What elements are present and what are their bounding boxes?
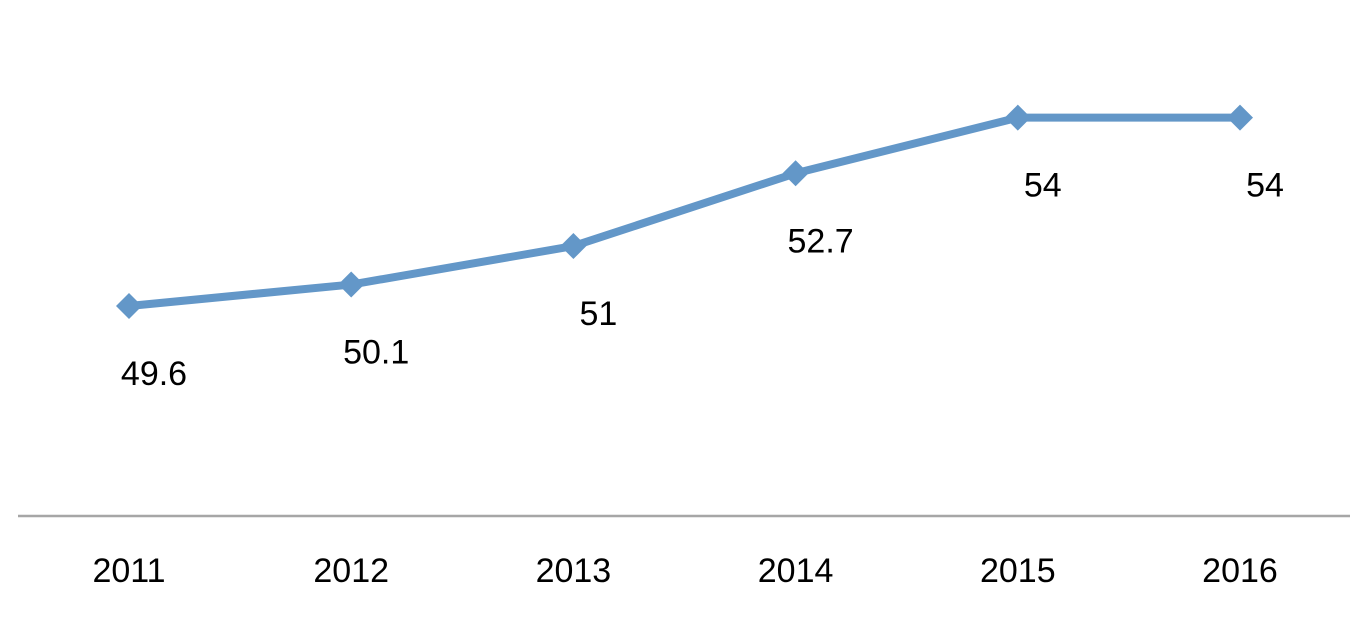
x-tick-label: 2012 <box>313 552 389 590</box>
data-label: 49.6 <box>121 355 187 393</box>
x-axis: 2011 2012 2013 2014 2015 2016 <box>18 514 1350 590</box>
series-marks <box>116 104 1253 319</box>
data-label: 51 <box>579 295 617 333</box>
data-point-marker <box>1227 104 1253 131</box>
data-label: 54 <box>1024 167 1062 205</box>
x-tick-label: 2016 <box>1202 552 1278 590</box>
data-point-marker <box>338 271 365 298</box>
data-point-marker <box>116 292 142 319</box>
data-label: 50.1 <box>343 334 409 372</box>
data-labels: 49.6 50.1 51 52.7 54 54 <box>121 167 1284 393</box>
data-point-marker <box>560 233 587 260</box>
series-line <box>125 113 1244 310</box>
x-tick-label: 2013 <box>536 552 612 590</box>
x-tick-label: 2014 <box>758 552 834 590</box>
data-label: 52.7 <box>788 222 854 260</box>
data-point-marker <box>782 160 809 187</box>
x-tick-label: 2011 <box>92 552 165 590</box>
data-point-marker <box>1004 104 1031 131</box>
data-label: 54 <box>1246 167 1284 205</box>
x-tick-label: 2015 <box>980 552 1056 590</box>
